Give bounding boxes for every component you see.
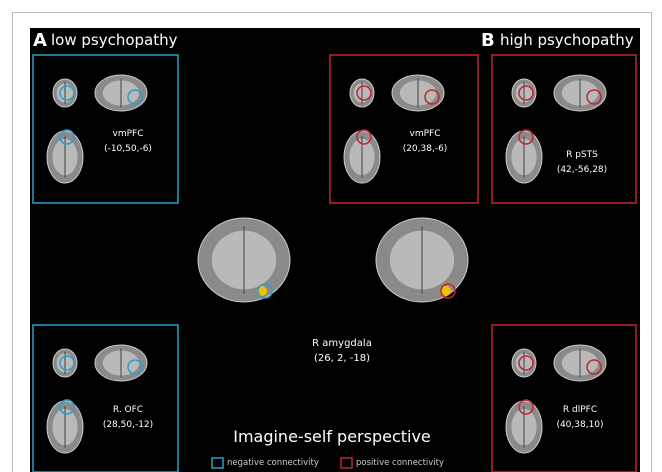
region-name: vmPFC xyxy=(113,129,144,139)
panel-letter: B xyxy=(481,30,495,51)
legend-label: negative connectivity xyxy=(227,458,319,468)
panel-label: high psychopathy xyxy=(500,31,634,49)
caption: Imagine-self perspective xyxy=(233,427,431,446)
seed-name: R amygdala xyxy=(312,338,372,349)
seed-coords: (26, 2, -18) xyxy=(314,353,370,364)
region-coords: (20,38,-6) xyxy=(403,144,448,154)
legend-label: positive connectivity xyxy=(356,458,444,468)
region-name: R. OFC xyxy=(113,405,143,415)
panel-letter: A xyxy=(33,30,47,51)
region-name: vmPFC xyxy=(410,129,441,139)
region-name: R dlPFC xyxy=(563,405,597,415)
panel-label: low psychopathy xyxy=(51,31,178,49)
region-coords: (40,38,10) xyxy=(556,420,603,430)
region-coords: (42,-56,28) xyxy=(557,165,607,175)
region-coords: (28,50,-12) xyxy=(103,420,153,430)
region-name: R pSTS xyxy=(566,150,598,160)
figure: A low psychopathy B high psychopathy R a… xyxy=(0,0,662,472)
region-coords: (-10,50,-6) xyxy=(104,144,152,154)
